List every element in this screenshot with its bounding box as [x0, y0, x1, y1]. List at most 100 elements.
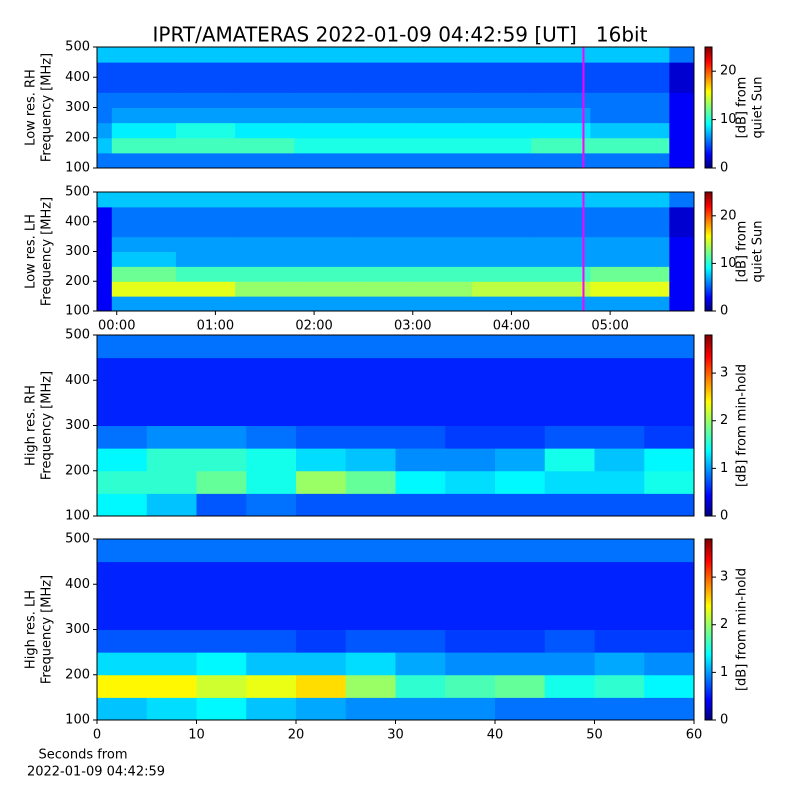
- heatmap-cell: [235, 62, 295, 78]
- heatmap-cell: [594, 561, 645, 585]
- heatmap: [97, 539, 695, 721]
- heatmap-cell: [196, 425, 247, 449]
- heatmap-cell: [471, 62, 532, 78]
- y-axis-label: Frequency [MHz]: [40, 575, 55, 684]
- heatmap-cell: [246, 561, 297, 585]
- heatmap-cell: [644, 335, 695, 359]
- heatmap-cell: [196, 584, 247, 608]
- y-tick-label: 200: [65, 130, 90, 145]
- heatmap-cell: [495, 380, 546, 404]
- heatmap-cell: [345, 674, 396, 698]
- heatmap-cell: [175, 296, 236, 312]
- heatmap-cell: [97, 606, 148, 630]
- x-tick-label: 40: [487, 728, 504, 743]
- heatmap-cell: [412, 122, 473, 139]
- heatmap-cell: [445, 539, 496, 563]
- heatmap-cell: [146, 674, 197, 698]
- heatmap-cell: [644, 697, 695, 721]
- y-tick-label: 400: [65, 214, 90, 229]
- heatmap-cell: [146, 652, 197, 676]
- heatmap-cell: [246, 629, 297, 653]
- y-tick-label: 400: [65, 70, 90, 85]
- heatmap-cell: [294, 62, 355, 78]
- heatmap-cell: [97, 152, 113, 169]
- heatmap-cell: [495, 697, 546, 721]
- heatmap-cell: [353, 236, 414, 252]
- heatmap-cell: [294, 266, 355, 282]
- heatmap-cell: [111, 107, 177, 124]
- heatmap-cell: [395, 674, 446, 698]
- heatmap-cell: [590, 137, 670, 154]
- heatmap-cell: [445, 380, 496, 404]
- heatmap-cell: [590, 92, 670, 108]
- heatmap-cell: [296, 606, 347, 630]
- heatmap-cell: [445, 652, 496, 676]
- heatmap-cell: [175, 62, 236, 78]
- y-axis-label: High res. LH: [24, 590, 39, 669]
- heatmap-cell: [246, 402, 297, 426]
- heatmap-cell: [146, 629, 197, 653]
- heatmap-cell: [345, 539, 396, 563]
- heatmap-cell: [97, 206, 113, 223]
- heatmap-cell: [345, 652, 396, 676]
- heatmap-cell: [644, 493, 695, 517]
- heatmap-cell: [345, 357, 396, 381]
- colorbar-label: quiet Sun: [751, 220, 766, 282]
- heatmap-cell: [495, 561, 546, 585]
- heatmap-cell: [594, 402, 645, 426]
- heatmap-cell: [175, 236, 236, 252]
- heatmap-cell: [590, 266, 670, 282]
- heatmap-cell: [669, 192, 695, 208]
- heatmap-cell: [531, 62, 591, 78]
- heatmap-cell: [594, 425, 645, 449]
- heatmap-cell: [495, 402, 546, 426]
- y-tick-label: 500: [65, 532, 90, 547]
- y-axis-label: Low res. RH: [24, 69, 39, 146]
- heatmap-cell: [353, 221, 414, 238]
- heatmap-cell: [353, 266, 414, 282]
- heatmap-cell: [544, 584, 595, 608]
- heatmap-cell: [97, 402, 148, 426]
- heatmap-cell: [412, 152, 473, 169]
- heatmap-cell: [412, 221, 473, 238]
- heatmap-cell: [590, 281, 670, 297]
- x-tick-label: 02:00: [295, 319, 332, 334]
- heatmap-cell: [345, 425, 396, 449]
- heatmap-cell: [246, 425, 297, 449]
- colorbar-tick-label: 2: [720, 413, 728, 428]
- heatmap-cell: [111, 236, 177, 252]
- heatmap-cell: [412, 251, 473, 267]
- heatmap-cell: [531, 77, 591, 93]
- heatmap-cell: [471, 266, 532, 282]
- heatmap-cell: [445, 493, 496, 517]
- heatmap-cell: [395, 493, 446, 517]
- heatmap-cell: [353, 62, 414, 78]
- heatmap-cell: [594, 493, 645, 517]
- heatmap-cell: [146, 584, 197, 608]
- heatmap-cell: [353, 137, 414, 154]
- heatmap-cell: [345, 380, 396, 404]
- heatmap-cell: [345, 448, 396, 472]
- heatmap-cell: [644, 402, 695, 426]
- heatmap-cell: [669, 137, 695, 154]
- heatmap-cell: [196, 402, 247, 426]
- heatmap-cell: [590, 221, 670, 238]
- heatmap-cell: [196, 470, 247, 494]
- heatmap-cell: [111, 77, 177, 93]
- heatmap-cell: [296, 674, 347, 698]
- heatmap-cell: [669, 152, 695, 169]
- x-tick-label: 05:00: [591, 319, 628, 334]
- heatmap-cell: [471, 296, 532, 312]
- heatmap-cell: [412, 47, 473, 63]
- heatmap-cell: [412, 266, 473, 282]
- heatmap-cell: [544, 357, 595, 381]
- heatmap-cell: [544, 674, 595, 698]
- x-tick-label: 01:00: [197, 319, 234, 334]
- heatmap-cell: [495, 425, 546, 449]
- heatmap-cell: [544, 561, 595, 585]
- heatmap-cell: [544, 425, 595, 449]
- heatmap-cell: [246, 470, 297, 494]
- heatmap-cell: [445, 425, 496, 449]
- heatmap-cell: [395, 470, 446, 494]
